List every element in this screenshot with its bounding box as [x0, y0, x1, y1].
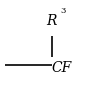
Text: 3: 3 [60, 7, 66, 15]
Text: R: R [46, 14, 57, 28]
Text: CF: CF [52, 61, 72, 75]
